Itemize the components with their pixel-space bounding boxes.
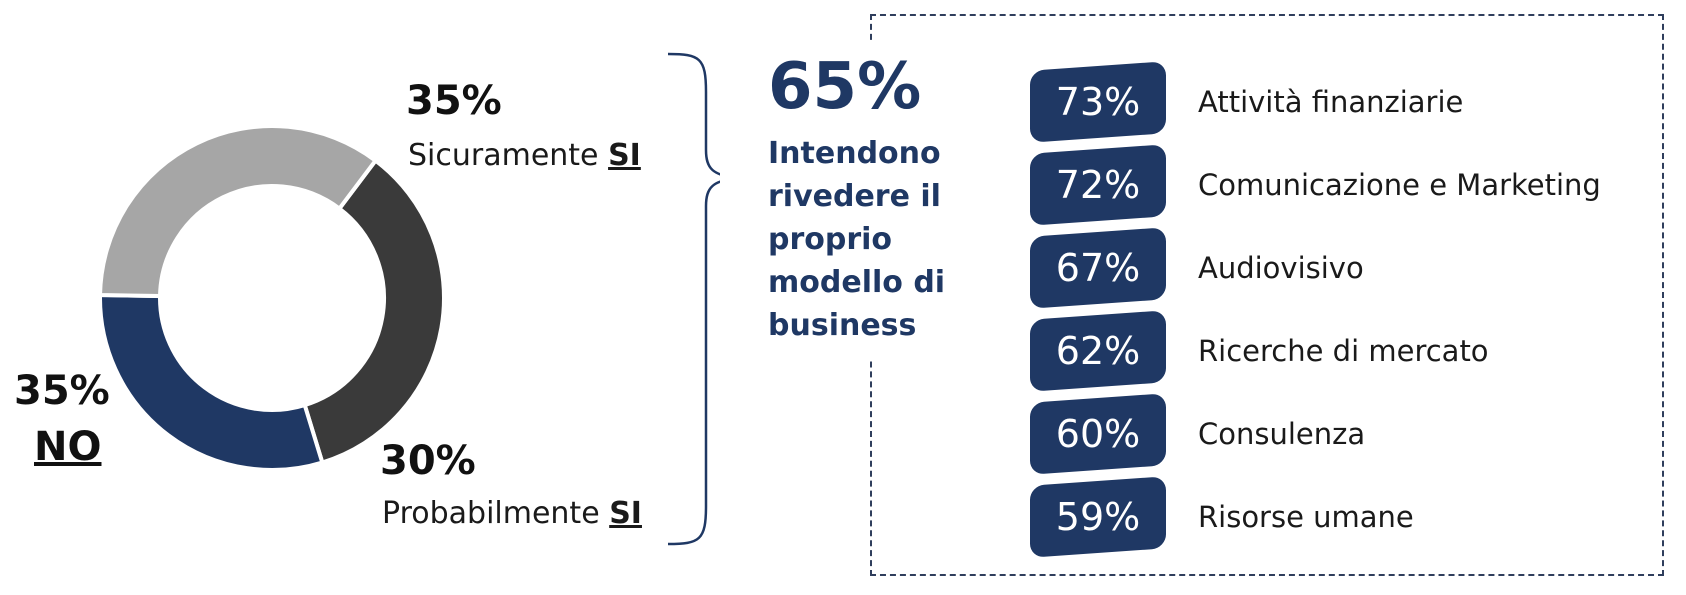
donut-slice-2	[97, 124, 379, 299]
badge-value: 60%	[1055, 412, 1141, 456]
slice-label-probabilmente-pct: 30%	[380, 438, 476, 484]
sector-label: Risorse umane	[1198, 500, 1414, 534]
slice-label-no-text: NO	[34, 424, 102, 470]
sector-label: Comunicazione e Marketing	[1198, 168, 1601, 202]
slice-label-probabilmente-text: Probabilmente SI	[382, 496, 642, 531]
sector-label: Attività finanziarie	[1198, 85, 1464, 119]
badge-value: 62%	[1055, 329, 1141, 373]
badge-value: 73%	[1055, 80, 1141, 124]
slice-label-sicuramente-text: Sicuramente SI	[408, 138, 641, 173]
donut-chart	[97, 124, 446, 472]
sector-label: Audiovisivo	[1198, 251, 1364, 285]
donut-slice-1	[98, 292, 325, 472]
headline-text: Intendono rivedere il proprio modello di…	[768, 136, 946, 343]
badge-value: 72%	[1055, 163, 1141, 207]
headline-value: 65%	[768, 50, 922, 124]
curly-brace	[667, 52, 720, 546]
donut-slice-0	[302, 157, 446, 465]
slice-label-sicuramente-prefix: Sicuramente	[408, 138, 609, 173]
slice-label-sicuramente-pct: 35%	[406, 78, 502, 124]
badge-value: 67%	[1055, 246, 1141, 290]
slice-label-sicuramente-emph: SI	[608, 138, 641, 173]
headline-backdrop	[754, 40, 988, 360]
slice-label-no-pct: 35%	[14, 368, 110, 414]
slice-label-probabilmente-prefix: Probabilmente	[382, 496, 610, 531]
badge-value: 59%	[1055, 495, 1141, 539]
slice-label-probabilmente-emph: SI	[609, 496, 642, 531]
sector-label: Ricerche di mercato	[1198, 334, 1489, 368]
sector-label: Consulenza	[1198, 417, 1366, 451]
